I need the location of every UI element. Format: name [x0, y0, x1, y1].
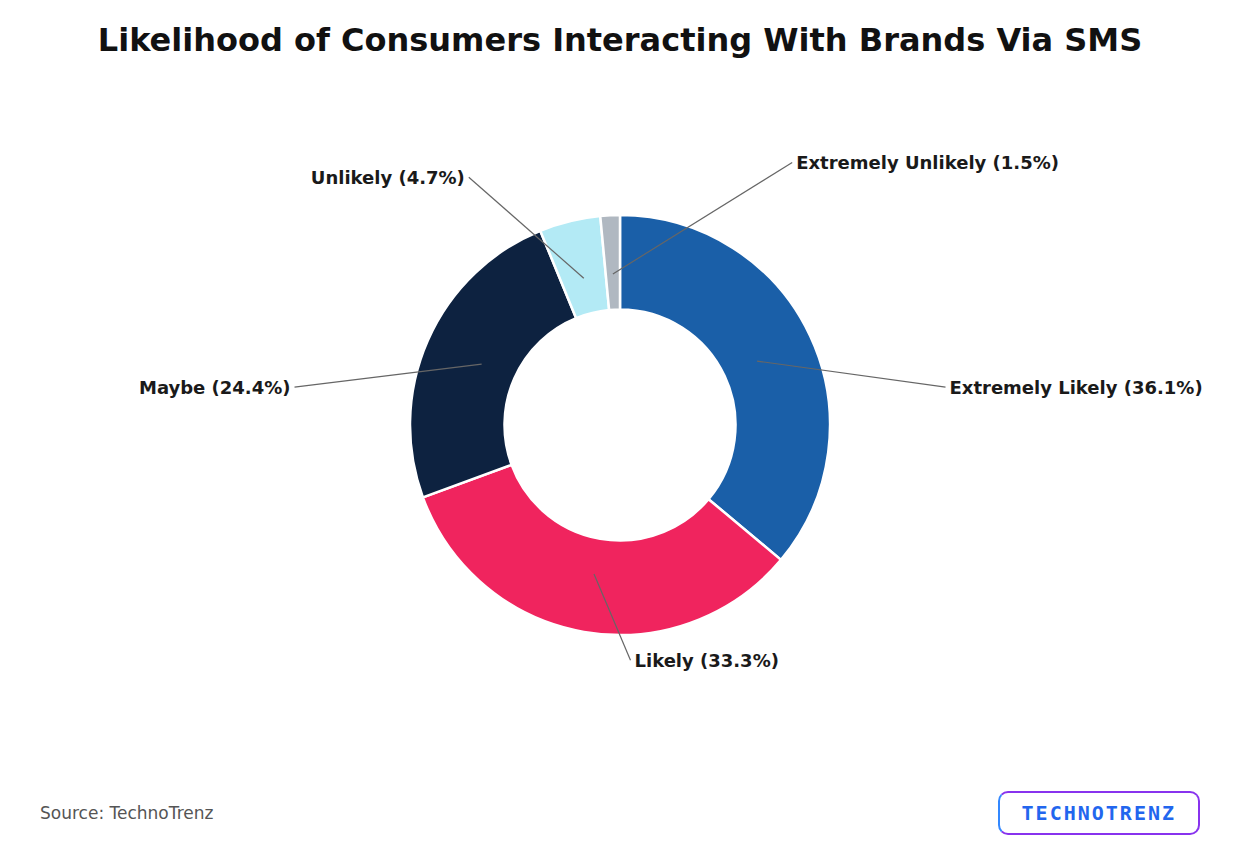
svg-text:Extremely Likely (36.1%): Extremely Likely (36.1%)	[950, 377, 1203, 398]
svg-text:Likely (33.3%): Likely (33.3%)	[635, 650, 779, 671]
svg-text:Unlikely (4.7%): Unlikely (4.7%)	[311, 167, 465, 188]
svg-text:Maybe (24.4%): Maybe (24.4%)	[139, 377, 291, 398]
html-text:TECHNOTRENZ: TECHNOTRENZ	[1021, 801, 1176, 825]
html-text:Likelihood of Consumers Intera: Likelihood of Consumers Interacting With…	[97, 21, 1143, 59]
html-text:Source: TechnoTrenz: Source: TechnoTrenz	[40, 803, 214, 823]
svg-text:Extremely Unlikely (1.5%): Extremely Unlikely (1.5%)	[796, 152, 1059, 173]
